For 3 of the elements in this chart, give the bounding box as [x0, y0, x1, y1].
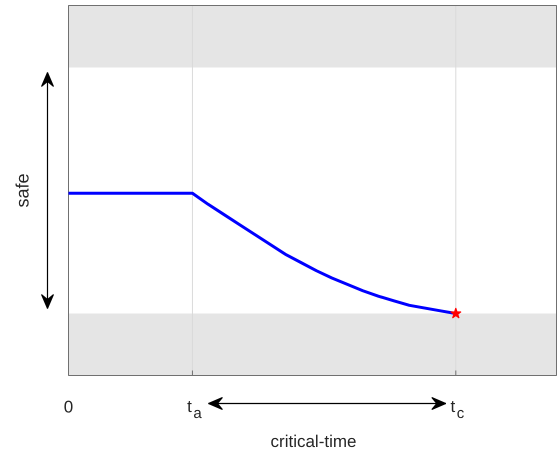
x-tick-label: 0	[64, 398, 74, 416]
y-axis-title: safe	[12, 173, 32, 208]
x-axis-title: critical-time	[270, 432, 356, 450]
